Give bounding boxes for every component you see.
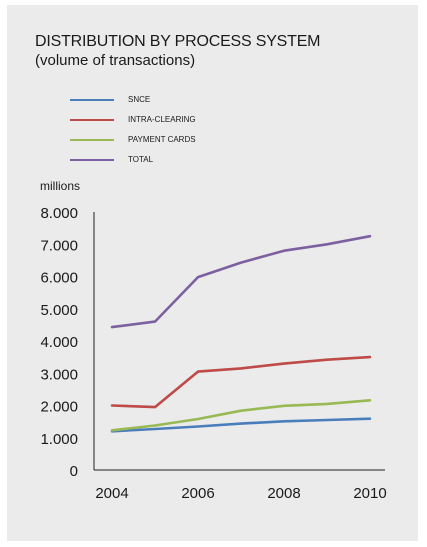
chart-subtitle: (volume of transactions) [35, 52, 196, 69]
y-tick-label: 6.000 [40, 270, 78, 287]
y-tick-label: 2.000 [40, 399, 78, 416]
x-tick-label: 2008 [267, 485, 300, 502]
x-tick-label: 2006 [181, 485, 214, 502]
series-line-snce [110, 417, 372, 433]
tick-labels: 0 1.000 2.000 3.000 4.000 5.000 6.000 7.000 8.00… [40, 205, 386, 502]
x-tick-label: 2004 [95, 485, 128, 502]
y-axis-units-label: millions [40, 179, 81, 193]
legend-label-payment-cards: PAYMENT CARDS [128, 135, 196, 144]
x-tick-label: 2010 [353, 485, 386, 502]
series-lines [110, 234, 372, 433]
chart-axes [93, 212, 385, 471]
legend-label-intra-clearing: INTRA-CLEARING [128, 115, 196, 124]
y-tick-label: 5.000 [40, 302, 78, 319]
legend-swatch-total [70, 159, 114, 161]
series-line-total [110, 234, 372, 329]
legend-item-payment-cards: PAYMENT CARDS [70, 134, 250, 146]
legend-swatch-snce [70, 99, 114, 101]
legend-label-total: TOTAL [128, 155, 154, 164]
legend-item-total: TOTAL [70, 154, 250, 166]
y-tick-label: 4.000 [40, 334, 78, 351]
legend-label-snce: SNCE [128, 95, 151, 104]
y-tick-label: 8.000 [40, 205, 78, 222]
y-tick-label: 1.000 [40, 431, 78, 448]
legend-item-intra-clearing: INTRA-CLEARING [70, 114, 250, 126]
y-tick-label: 0 [70, 463, 78, 480]
series-line-payment-cards [110, 398, 372, 432]
chart-title: DISTRIBUTION BY PROCESS SYSTEM [35, 33, 321, 50]
y-tick-label: 7.000 [40, 237, 78, 254]
series-line-intra-clearing [110, 355, 372, 409]
legend-swatch-intra-clearing [70, 119, 114, 121]
legend-swatch-payment-cards [70, 139, 114, 141]
legend-item-snce: SNCE [70, 94, 250, 106]
y-tick-label: 3.000 [40, 366, 78, 383]
